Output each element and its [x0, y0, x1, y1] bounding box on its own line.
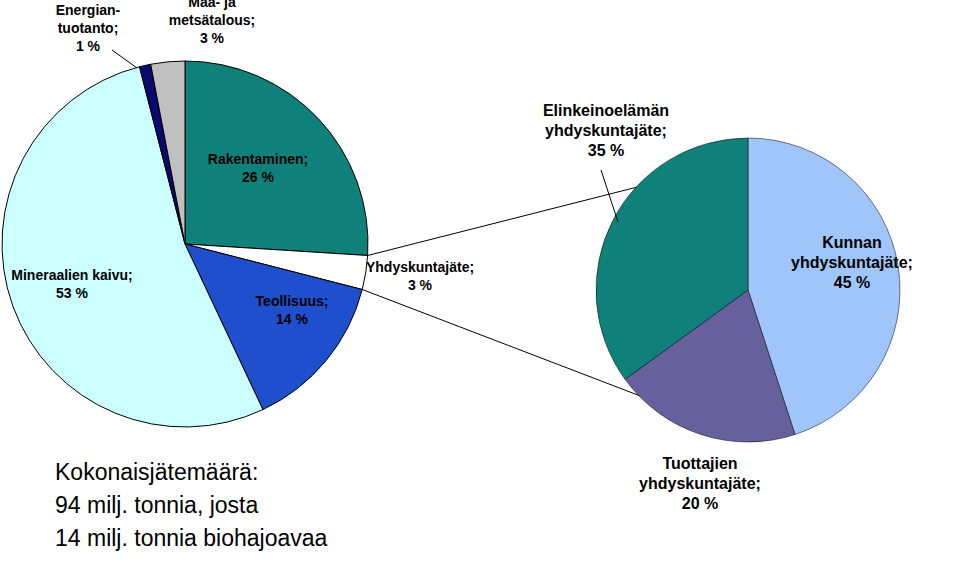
svg-text:tuotanto;: tuotanto; — [58, 20, 119, 36]
svg-text:Maa- ja: Maa- ja — [188, 0, 236, 10]
svg-text:Energian-: Energian- — [56, 2, 121, 18]
svg-text:Elinkeinoelämän: Elinkeinoelämän — [543, 102, 669, 119]
svg-text:Mineraalien kaivu;: Mineraalien kaivu; — [11, 267, 132, 283]
svg-text:Rakentaminen;: Rakentaminen; — [208, 151, 308, 167]
svg-text:26 %: 26 % — [242, 169, 274, 185]
svg-text:Kunnan: Kunnan — [822, 234, 882, 251]
svg-text:Tuottajien: Tuottajien — [662, 455, 737, 472]
svg-text:94 milj. tonnia, josta: 94 milj. tonnia, josta — [55, 492, 258, 518]
svg-text:yhdyskuntajäte;: yhdyskuntajäte; — [639, 475, 761, 492]
svg-text:1 %: 1 % — [76, 38, 101, 54]
svg-text:3 %: 3 % — [408, 277, 433, 293]
svg-text:14 milj. tonnia biohajoavaa: 14 milj. tonnia biohajoavaa — [55, 525, 328, 551]
svg-text:Teollisuus;: Teollisuus; — [256, 293, 329, 309]
svg-text:3 %: 3 % — [200, 30, 225, 46]
svg-text:metsätalous;: metsätalous; — [169, 12, 255, 28]
svg-text:53 %: 53 % — [56, 285, 88, 301]
svg-text:yhdyskuntajäte;: yhdyskuntajäte; — [791, 254, 913, 271]
svg-text:45 %: 45 % — [834, 274, 870, 291]
svg-text:Yhdyskuntajäte;: Yhdyskuntajäte; — [366, 259, 474, 275]
svg-text:14 %: 14 % — [276, 311, 308, 327]
svg-text:yhdyskuntajäte;: yhdyskuntajäte; — [545, 122, 667, 139]
svg-text:35 %: 35 % — [588, 142, 624, 159]
svg-text:20 %: 20 % — [682, 495, 718, 512]
svg-text:Kokonaisjätemäärä:: Kokonaisjätemäärä: — [55, 459, 258, 485]
